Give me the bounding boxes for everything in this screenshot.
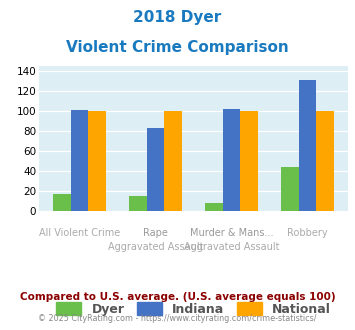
Text: All Violent Crime: All Violent Crime [39, 228, 120, 238]
Bar [205, 203, 223, 211]
Text: Violent Crime Comparison: Violent Crime Comparison [66, 40, 289, 54]
Bar [164, 111, 182, 211]
Text: © 2025 CityRating.com - https://www.cityrating.com/crime-statistics/: © 2025 CityRating.com - https://www.city… [38, 314, 317, 323]
Bar [299, 80, 316, 211]
Text: 2018 Dyer: 2018 Dyer [133, 10, 222, 25]
Bar [147, 128, 164, 211]
Bar [71, 110, 88, 211]
Bar [53, 194, 71, 211]
Bar [282, 167, 299, 211]
Bar [88, 111, 105, 211]
Text: Murder & Mans...: Murder & Mans... [190, 228, 273, 238]
Text: Aggravated Assault: Aggravated Assault [184, 242, 279, 252]
Bar [240, 111, 258, 211]
Bar [316, 111, 334, 211]
Bar [223, 109, 240, 211]
Text: Aggravated Assault: Aggravated Assault [108, 242, 203, 252]
Legend: Dyer, Indiana, National: Dyer, Indiana, National [51, 297, 335, 321]
Text: Robbery: Robbery [287, 228, 328, 238]
Text: Rape: Rape [143, 228, 168, 238]
Text: Compared to U.S. average. (U.S. average equals 100): Compared to U.S. average. (U.S. average … [20, 292, 335, 302]
Bar [129, 196, 147, 211]
